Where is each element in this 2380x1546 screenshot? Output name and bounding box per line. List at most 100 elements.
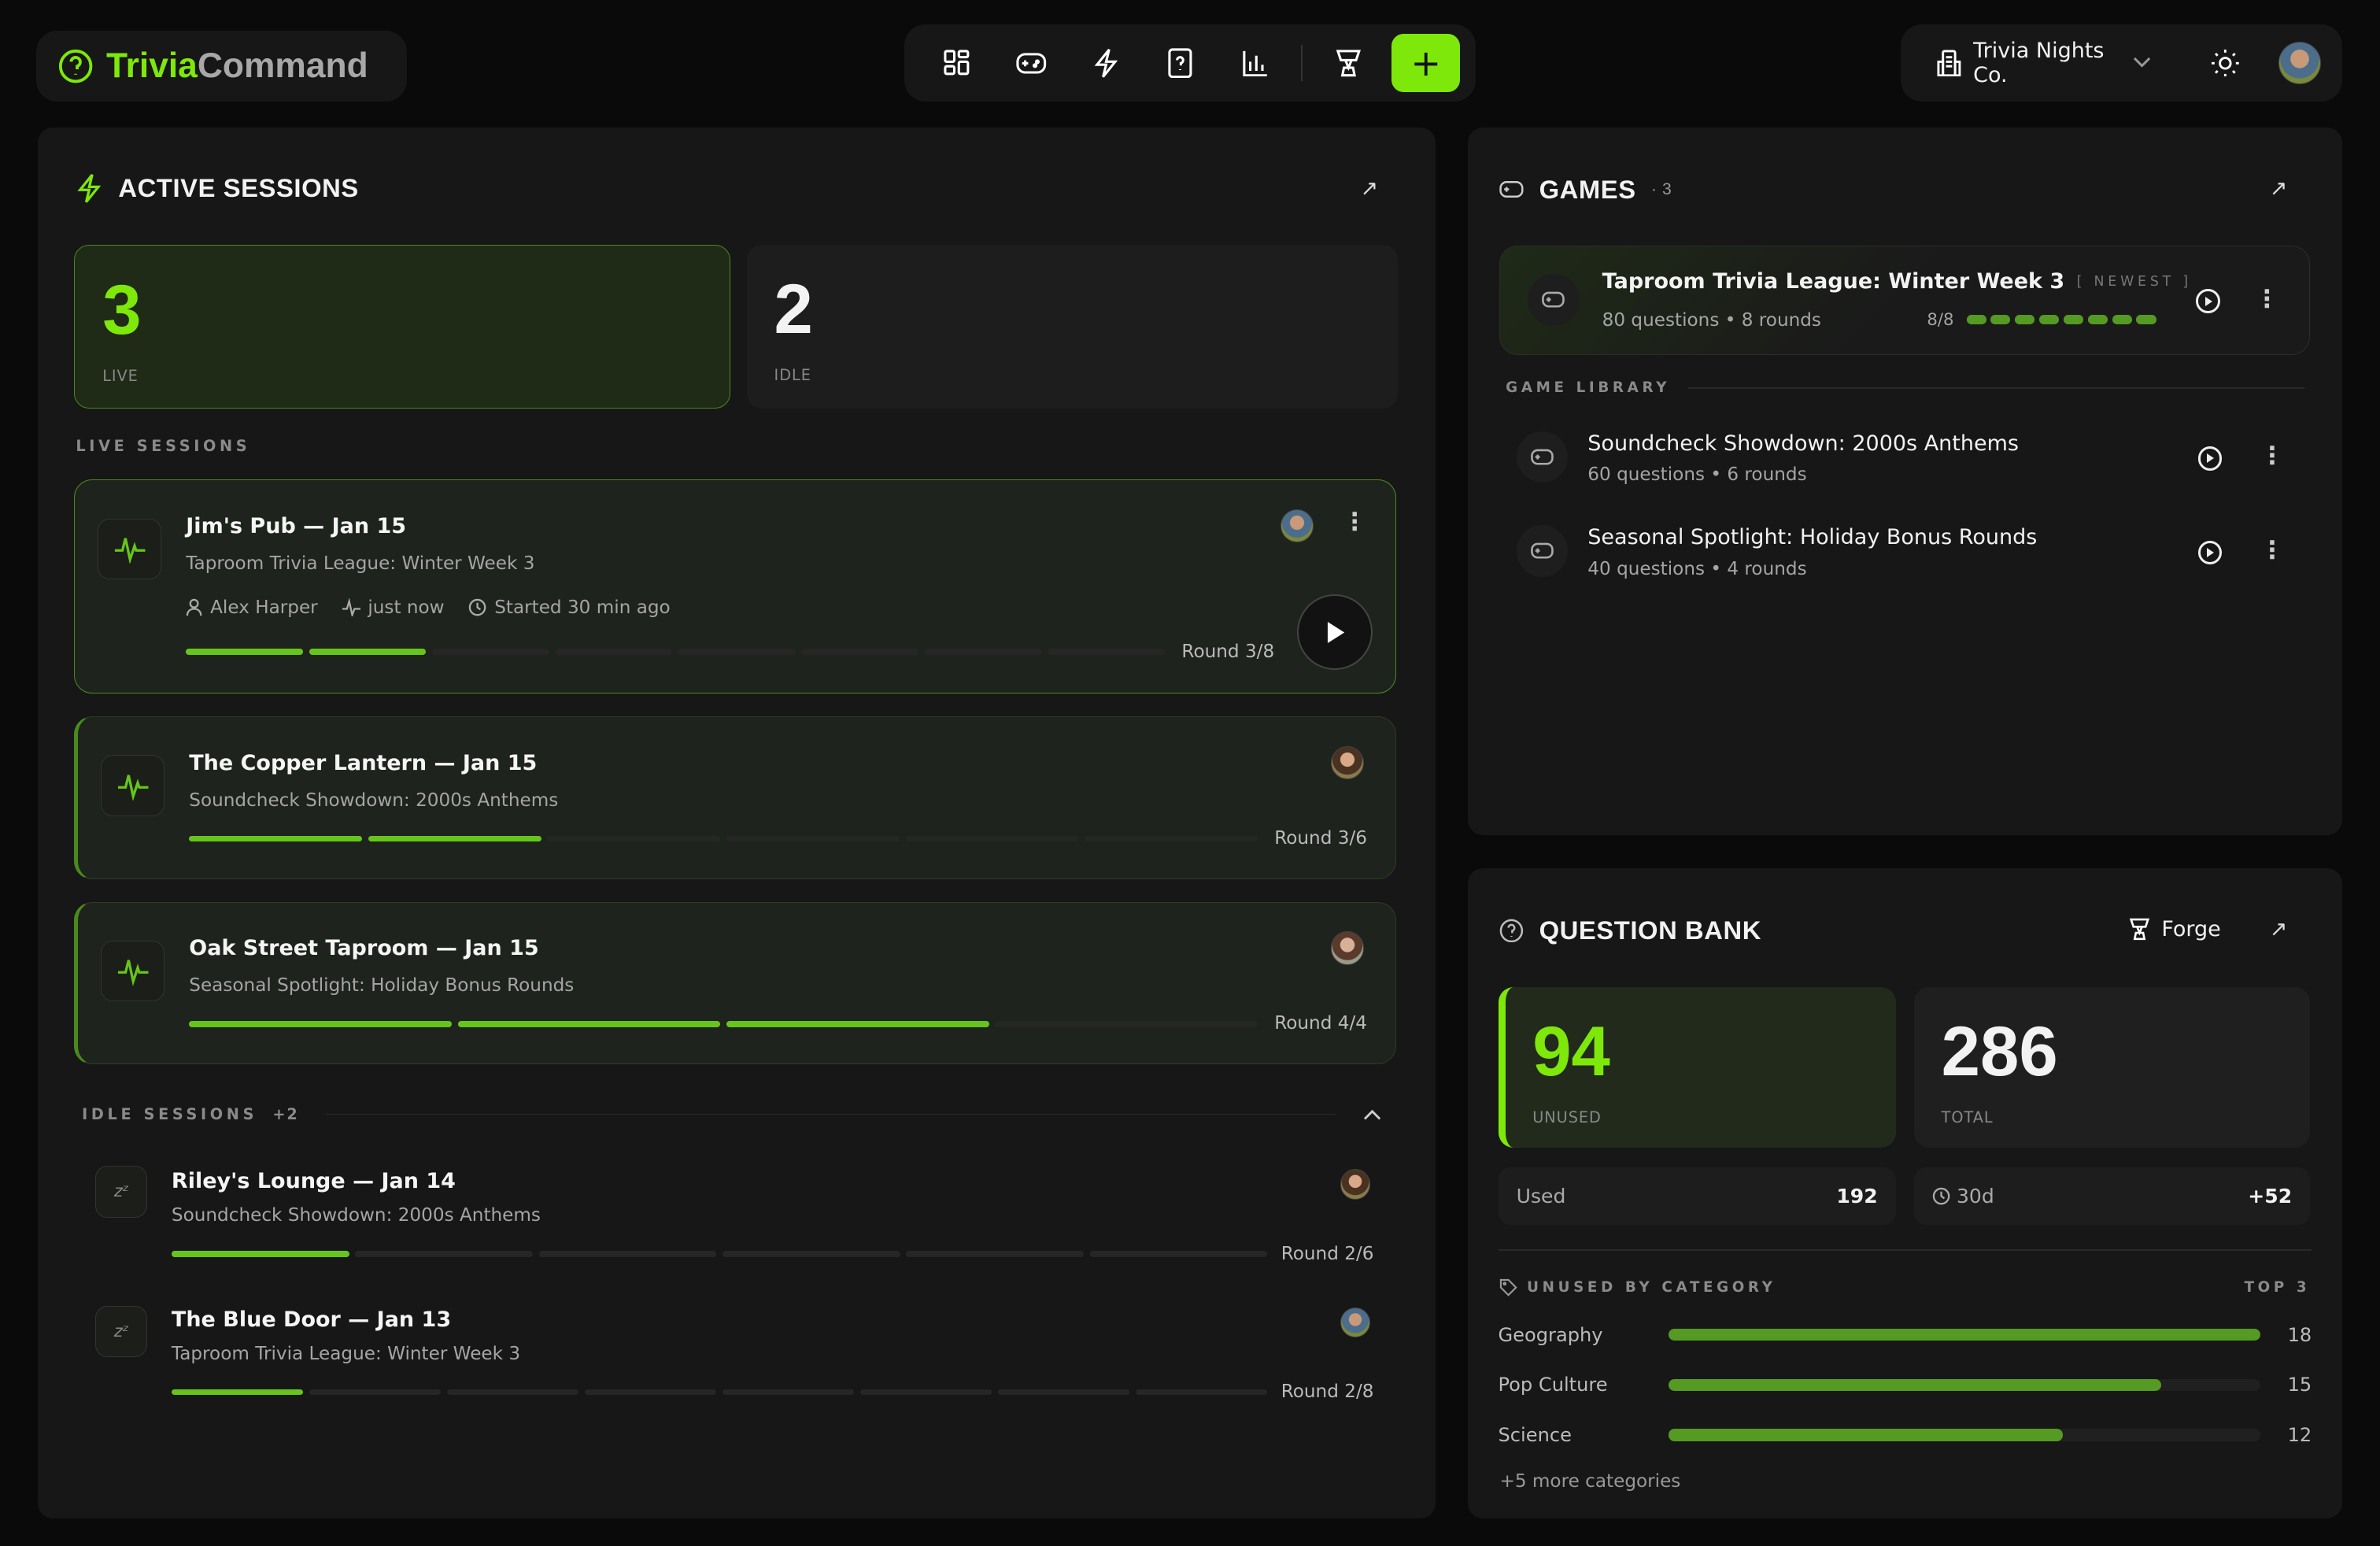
brand-logo[interactable]: TriviaCommand [36,30,407,102]
session-host: Alex Harper [210,597,318,618]
pulse-icon [98,518,162,579]
nav-gamepad-icon[interactable] [994,32,1068,93]
host-avatar [1340,1169,1371,1200]
session-started: Started 30 min ago [494,597,671,618]
activity-icon [342,598,360,617]
live-session-card[interactable]: Oak Street Taproom — Jan 15 Seasonal Spo… [74,901,1397,1064]
total-card[interactable]: 286 TOTAL [1913,986,2311,1148]
sleep-icon: zᶻ [95,1166,148,1218]
user-icon [186,598,202,616]
user-avatar[interactable] [2278,42,2321,85]
round-dot [2087,315,2108,324]
progress-segment [906,1251,1084,1257]
period-label: 30d [1956,1185,1994,1208]
progress-segment [432,649,549,656]
round-label: Round 4/4 [1274,1013,1367,1034]
progress-segment [1136,1389,1268,1396]
session-game: Seasonal Spotlight: Holiday Bonus Rounds [189,975,575,997]
question-bank-panel: QUESTION BANK Forge ↗ 94 UNUSED 286 TOTA… [1467,868,2342,1518]
org-switcher[interactable]: Trivia Nights Co. [1973,39,2105,88]
nav-dashboard-icon[interactable] [920,32,994,93]
more-options-icon[interactable]: ⋮ [2260,442,2285,471]
progress-segment [924,649,1042,656]
lightning-icon [76,173,103,204]
play-icon[interactable] [2197,540,2223,565]
category-name: Geography [1498,1323,1603,1346]
progress-segment-filled [457,1021,721,1027]
more-options-icon[interactable]: ⋮ [2254,284,2279,313]
games-panel: GAMES · 3 ↗ Taproom Trivia League: Winte… [1467,128,2342,835]
session-title: The Copper Lantern — Jan 15 [189,750,538,775]
idle-count: 2 [774,270,813,349]
more-options-icon[interactable]: ⋮ [1342,508,1367,537]
progress-segment [584,1389,717,1396]
progress-segment-filled [186,649,304,656]
building-icon [1937,50,1961,77]
live-session-card[interactable]: The Copper Lantern — Jan 15 Soundcheck S… [74,716,1397,879]
category-value: 15 [2287,1374,2312,1396]
round-progress [171,1251,1268,1257]
game-title: Taproom Trivia League: Winter Week 3 [1602,269,2065,294]
progress-segment-filled [368,835,541,842]
unused-label: UNUSED [1532,1108,1602,1126]
expand-arrow-icon[interactable]: ↗ [1360,176,1379,201]
panel-title: ACTIVE SESSIONS [118,173,359,203]
pulse-icon [101,755,165,816]
expand-arrow-icon[interactable]: ↗ [2269,176,2288,201]
play-icon[interactable] [2195,289,2220,314]
unused-card[interactable]: 94 UNUSED [1498,986,1896,1148]
live-count-card[interactable]: 3 LIVE [74,244,730,409]
play-icon[interactable] [2197,446,2223,471]
idle-session-item[interactable]: zᶻ Riley's Lounge — Jan 14 Soundcheck Sh… [74,1145,1396,1269]
progress-segment [309,1389,442,1396]
game-library-item[interactable]: Seasonal Spotlight: Holiday Bonus Rounds… [1499,520,2312,586]
collapse-chevron-icon[interactable] [1363,1108,1381,1120]
total-count: 286 [1941,1012,2058,1091]
play-button[interactable] [1297,594,1373,671]
gamepad-icon [1499,179,1524,199]
round-dots [1966,315,2156,324]
nav-lightning-icon[interactable] [1069,32,1143,93]
progress-segment [726,835,900,842]
progress-segment [446,1389,579,1396]
live-sessions-header: LIVE SESSIONS [76,437,251,456]
more-options-icon[interactable]: ⋮ [2260,535,2285,564]
nav-trophy-icon[interactable] [1311,32,1385,93]
game-library-item[interactable]: Soundcheck Showdown: 2000s Anthems 60 qu… [1499,425,2312,492]
progress-segment [1085,835,1258,842]
used-label: Used [1516,1185,1566,1208]
more-categories-link[interactable]: +5 more categories [1499,1470,1681,1492]
category-row: Geography 18 [1499,1324,2312,1346]
game-meta: 60 questions • 6 rounds [1587,464,1807,486]
progress-segment [555,649,673,656]
round-progress [189,1021,1258,1027]
category-name: Pop Culture [1498,1374,1608,1396]
host-avatar [1280,509,1314,543]
live-session-card[interactable]: Jim's Pub — Jan 15 Taproom Trivia League… [74,479,1397,694]
brand-part1: Trivia [105,46,198,85]
nav-question-icon[interactable] [1143,32,1217,93]
featured-game-card[interactable]: Taproom Trivia League: Winter Week 3 [ N… [1499,246,2311,356]
used-stat: Used 192 [1498,1167,1896,1226]
divider [1498,1249,2312,1252]
chevron-down-icon[interactable] [2133,57,2151,68]
round-dot [2039,315,2060,324]
gamepad-icon [1516,431,1569,483]
active-sessions-panel: ACTIVE SESSIONS ↗ 3 LIVE 2 IDLE LIVE SES… [38,128,1436,1518]
idle-count-card[interactable]: 2 IDLE [746,244,1399,409]
progress-segment-filled [189,1021,452,1027]
nav-bar-chart-icon[interactable] [1218,32,1292,93]
expand-arrow-icon[interactable]: ↗ [2269,916,2288,941]
top-label: TOP 3 [2244,1278,2311,1296]
progress-segment [722,1389,855,1396]
category-row: Science 12 [1499,1424,2312,1446]
idle-sessions-header: IDLE SESSIONS [82,1105,258,1124]
round-dot [1966,315,1986,324]
idle-session-item[interactable]: zᶻ The Blue Door — Jan 13 Taproom Trivia… [74,1285,1396,1409]
question-circle-icon [1499,919,1524,943]
add-button[interactable]: + [1391,34,1461,92]
session-title: The Blue Door — Jan 13 [171,1307,452,1332]
forge-button[interactable]: Forge [2128,917,2221,941]
theme-toggle-sun-icon[interactable] [2211,49,2239,77]
idle-label: IDLE [774,365,811,384]
